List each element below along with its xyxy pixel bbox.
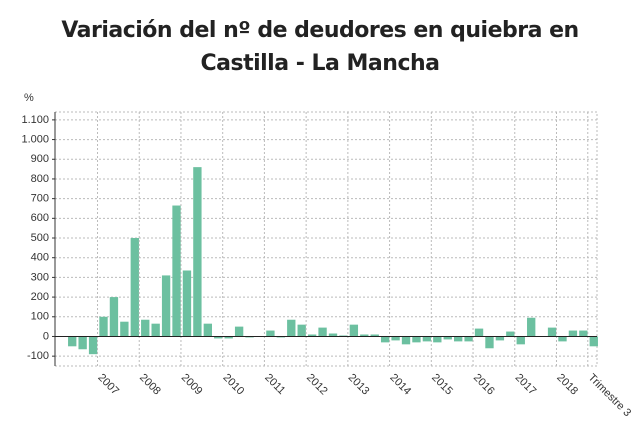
y-tick-label: 500 bbox=[31, 232, 49, 244]
bar bbox=[360, 334, 369, 337]
bar bbox=[307, 334, 317, 337]
bar bbox=[266, 330, 275, 337]
x-tick-label: 2010 bbox=[221, 372, 247, 398]
bar bbox=[224, 336, 233, 339]
bar bbox=[68, 336, 77, 347]
bar bbox=[506, 331, 515, 337]
y-tick-label: 1.100 bbox=[21, 114, 49, 126]
x-tick-label: 2014 bbox=[387, 372, 413, 398]
y-tick-label: 400 bbox=[31, 252, 49, 264]
bar bbox=[328, 333, 338, 337]
x-tick-label: 2016 bbox=[471, 372, 497, 398]
x-tick-label: 2008 bbox=[137, 372, 163, 398]
bar bbox=[349, 324, 359, 337]
x-tick-label: 2009 bbox=[179, 372, 205, 398]
y-tick-label: 600 bbox=[31, 212, 49, 224]
bar bbox=[182, 270, 192, 337]
bar bbox=[391, 336, 400, 341]
x-tick-label: 2018 bbox=[554, 372, 580, 398]
bar bbox=[474, 328, 484, 337]
y-tick-label: 700 bbox=[31, 193, 49, 205]
bar bbox=[130, 238, 139, 337]
bar bbox=[412, 336, 421, 343]
bar bbox=[88, 336, 98, 355]
bar bbox=[527, 317, 536, 337]
y-tick-label: 100 bbox=[31, 311, 49, 323]
y-tick-label: -100 bbox=[27, 350, 49, 362]
bar bbox=[234, 326, 244, 337]
bar bbox=[579, 330, 588, 337]
bar bbox=[558, 336, 567, 342]
x-tick-label: 2007 bbox=[95, 372, 121, 398]
bar bbox=[401, 336, 411, 345]
y-axis-label: % bbox=[24, 92, 34, 104]
bar bbox=[78, 336, 87, 350]
y-tick-label: 1.000 bbox=[21, 133, 49, 145]
bar bbox=[193, 167, 202, 337]
bar bbox=[141, 319, 150, 337]
bar bbox=[370, 334, 379, 337]
bar bbox=[380, 336, 390, 343]
x-tick-label: 2015 bbox=[429, 372, 455, 398]
bar bbox=[547, 327, 557, 337]
bar bbox=[589, 336, 598, 347]
bar bbox=[443, 336, 452, 340]
bar bbox=[287, 319, 296, 337]
bar bbox=[495, 336, 505, 341]
y-tick-label: 200 bbox=[31, 291, 49, 303]
bar bbox=[151, 323, 160, 337]
y-tick-label: 300 bbox=[31, 271, 49, 283]
x-tick-label: 2017 bbox=[513, 372, 539, 398]
bar bbox=[464, 336, 473, 342]
bar bbox=[297, 324, 306, 337]
bar bbox=[120, 321, 129, 337]
bar bbox=[161, 275, 171, 337]
bar bbox=[454, 336, 463, 342]
x-tick-label: 2012 bbox=[304, 372, 330, 398]
bar bbox=[109, 297, 119, 337]
bar bbox=[516, 336, 525, 345]
bar bbox=[318, 327, 327, 337]
bar bbox=[172, 205, 181, 337]
bar bbox=[568, 330, 578, 337]
y-tick-label: 800 bbox=[31, 173, 49, 185]
y-tick-label: 0 bbox=[43, 330, 49, 342]
x-tick-label: 2011 bbox=[262, 372, 287, 397]
y-tick-label: 900 bbox=[31, 153, 49, 165]
bar bbox=[214, 336, 223, 339]
x-tick-label: 2013 bbox=[346, 372, 372, 398]
x-tick-label: Trimestre 3 bbox=[586, 372, 634, 420]
bar bbox=[99, 316, 108, 337]
chart-title: Variación del nº de deudores en quiebra … bbox=[61, 18, 579, 76]
bar bbox=[433, 336, 442, 343]
bar bbox=[422, 336, 432, 342]
bar bbox=[203, 323, 212, 337]
bar bbox=[485, 336, 494, 349]
